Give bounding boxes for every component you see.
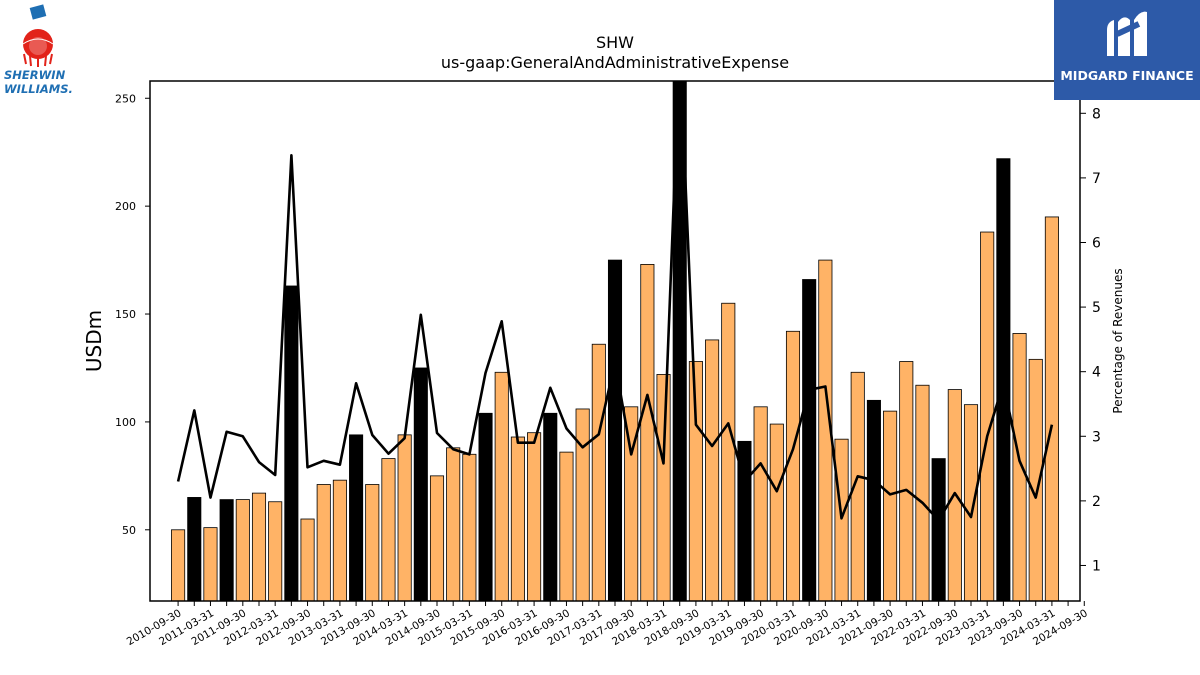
bar: [187, 497, 202, 601]
bar: [656, 374, 671, 601]
bar: [559, 451, 574, 601]
y-tick-label: 200: [115, 200, 136, 213]
y2-axis-label: Percentage of Revenues: [1111, 268, 1125, 413]
bar: [607, 259, 623, 601]
bar: [591, 343, 606, 601]
bar: [203, 527, 218, 601]
bar: [300, 518, 315, 601]
bar: [1044, 216, 1059, 601]
bar: [543, 412, 558, 601]
bar: [527, 432, 542, 601]
y2-tick-label: 1: [1092, 558, 1101, 574]
bar: [219, 499, 234, 601]
y-tick-label: 250: [115, 92, 136, 105]
bar: [349, 434, 364, 601]
y2-tick-label: 7: [1092, 171, 1101, 187]
plot-area: 50100150200250123456782010-09-302011-03-…: [115, 80, 1101, 648]
bar: [850, 371, 865, 601]
chart-subtitle: us-gaap:GeneralAndAdministrativeExpense: [441, 53, 789, 72]
bar: [672, 81, 687, 601]
bar: [753, 406, 768, 601]
bar: [1012, 333, 1027, 601]
y-tick-label: 150: [115, 308, 136, 321]
bar: [332, 479, 347, 601]
bar: [446, 447, 461, 601]
midgard-emblem-icon: [1107, 11, 1147, 56]
bar: [915, 384, 930, 601]
bar: [284, 285, 299, 601]
bar: [834, 438, 849, 601]
bar: [769, 423, 784, 601]
y2-tick-label: 4: [1092, 365, 1101, 381]
bar: [381, 458, 396, 601]
bar: [963, 404, 979, 601]
bar: [705, 339, 720, 601]
y-axis-label: USDm: [82, 310, 106, 372]
bar: [429, 475, 445, 601]
bar: [235, 499, 250, 601]
bars-group: [171, 81, 1059, 601]
bar: [688, 361, 703, 601]
bar: [721, 302, 736, 601]
y2-tick-label: 2: [1092, 494, 1101, 510]
bar: [980, 231, 995, 601]
y2-tick-label: 6: [1092, 235, 1101, 251]
bar: [640, 264, 655, 601]
y2-tick-label: 3: [1092, 429, 1101, 445]
bar: [510, 436, 525, 601]
bar: [251, 492, 267, 601]
bar: [575, 408, 590, 601]
bar: [413, 367, 428, 601]
bar: [866, 399, 881, 601]
midgard-finance-text: MIDGARD FINANCE: [1060, 68, 1194, 83]
bar: [802, 279, 817, 601]
williams-text: WILLIAMS.: [4, 82, 73, 96]
bar: [171, 529, 186, 601]
y2-tick-label: 8: [1092, 106, 1101, 122]
sherwin-williams-logo: SHERWIN WILLIAMS.: [4, 4, 74, 100]
bar: [931, 458, 946, 601]
bar: [462, 453, 477, 601]
bar: [785, 330, 801, 601]
bar: [996, 158, 1011, 601]
y2-tick-label: 5: [1092, 300, 1101, 316]
bar: [365, 484, 380, 601]
bar: [478, 412, 493, 601]
midgard-finance-logo: MIDGARD FINANCE: [1054, 0, 1200, 100]
bar: [624, 406, 639, 601]
bar: [268, 501, 283, 601]
chart-title: SHW: [596, 33, 634, 52]
y-tick-label: 50: [122, 524, 136, 537]
bar: [397, 434, 412, 601]
bar: [316, 484, 331, 601]
pct-revenue-line: [176, 81, 1054, 522]
globe-can-icon: [22, 4, 54, 67]
bar: [899, 361, 914, 601]
sherwin-text: SHERWIN: [4, 68, 66, 82]
bar: [494, 371, 509, 601]
y-tick-label: 100: [115, 416, 136, 429]
bar: [883, 410, 898, 601]
